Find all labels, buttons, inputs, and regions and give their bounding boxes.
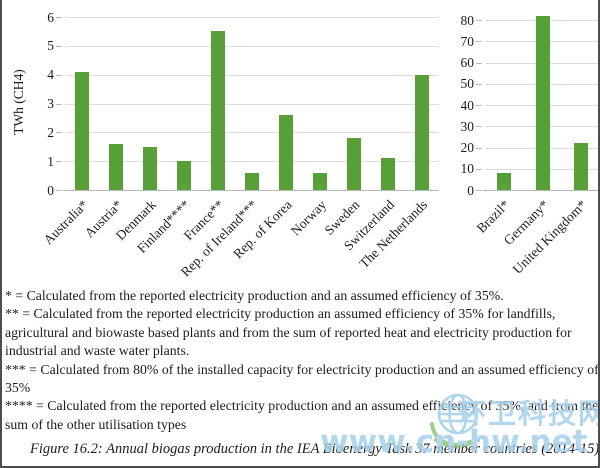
bar-rep-of-korea	[279, 115, 293, 190]
y-tick-label: 10	[460, 161, 475, 177]
y-tick-mark	[476, 168, 482, 170]
y-tick-mark	[476, 190, 482, 191]
y-tick-label: 60	[460, 55, 475, 70]
bar-rep-of-ireland	[245, 172, 259, 190]
x-axis-label-australia: Australia*	[40, 197, 91, 248]
bar-united-kingdom	[573, 143, 588, 190]
y-tick-label: 0	[467, 182, 474, 198]
y-tick-label: 70	[460, 33, 475, 49]
gridline	[65, 103, 439, 105]
y-tick-label: 40	[460, 97, 475, 113]
footnote-quadruple-asterisk: **** = Calculated from the reported elec…	[5, 398, 599, 432]
y-tick-label: 3	[47, 96, 54, 111]
x-axis-line	[483, 190, 598, 191]
y-tick-mark	[56, 190, 62, 191]
bar-austria	[109, 143, 123, 190]
y-tick-label: 1	[47, 153, 54, 169]
y-tick-mark	[56, 74, 62, 76]
y-tick-label: 20	[460, 140, 475, 155]
y-tick-mark	[476, 20, 482, 21]
bar-finland	[177, 161, 191, 190]
x-axis-label-norway: Norway	[287, 197, 329, 239]
y-tick-mark	[56, 45, 62, 47]
gridline	[65, 132, 439, 134]
footnotes: * = Calculated from the reported electri…	[2, 287, 599, 434]
y-tick-label: 30	[460, 118, 475, 134]
gridline	[65, 74, 439, 76]
footnote-double-asterisk: ** = Calculated from the reported electr…	[5, 306, 572, 359]
bar-france	[211, 31, 225, 190]
y-tick-label: 80	[460, 12, 475, 28]
y-tick-mark	[476, 105, 482, 106]
bar-germany	[535, 15, 550, 190]
y-tick-mark	[56, 103, 62, 105]
y-tick-mark	[56, 17, 62, 18]
bar-the-netherlands	[415, 74, 429, 190]
y-tick-label: 5	[47, 38, 54, 54]
y-tick-label: 2	[47, 124, 54, 140]
y-tick-label: 50	[460, 76, 475, 92]
y-tick-mark	[476, 41, 482, 43]
y-tick-mark	[476, 126, 482, 128]
y-tick-mark	[56, 161, 62, 163]
bar-charts: TWh (CH4) 0 1 2 3 4 5 6 Australia* Austria* Denma…	[2, 0, 598, 286]
gridline	[65, 161, 439, 163]
y-tick-mark	[56, 132, 62, 134]
bar-sweden	[347, 138, 361, 190]
gridline	[65, 17, 439, 18]
bar-denmark	[143, 146, 157, 190]
y-tick-label: 0	[47, 182, 54, 198]
gridline	[65, 45, 439, 47]
y-tick-mark	[476, 83, 482, 85]
figure-caption: Figure 16.2: Annual biogas production in…	[30, 441, 600, 457]
y-tick-label: 6	[47, 9, 54, 25]
y-tick-mark	[476, 147, 482, 149]
bar-norway	[313, 172, 327, 190]
bar-australia	[75, 71, 89, 190]
bar-switzerland	[381, 158, 395, 190]
bar-brazil	[497, 173, 512, 190]
y-tick-label: 4	[47, 67, 54, 83]
y-tick-mark	[476, 62, 482, 64]
footnote-triple-asterisk: *** = Calculated from 80% of the install…	[5, 361, 599, 396]
x-axis-line	[63, 190, 439, 191]
footnote-single-asterisk: * = Calculated from the reported electri…	[5, 288, 504, 303]
